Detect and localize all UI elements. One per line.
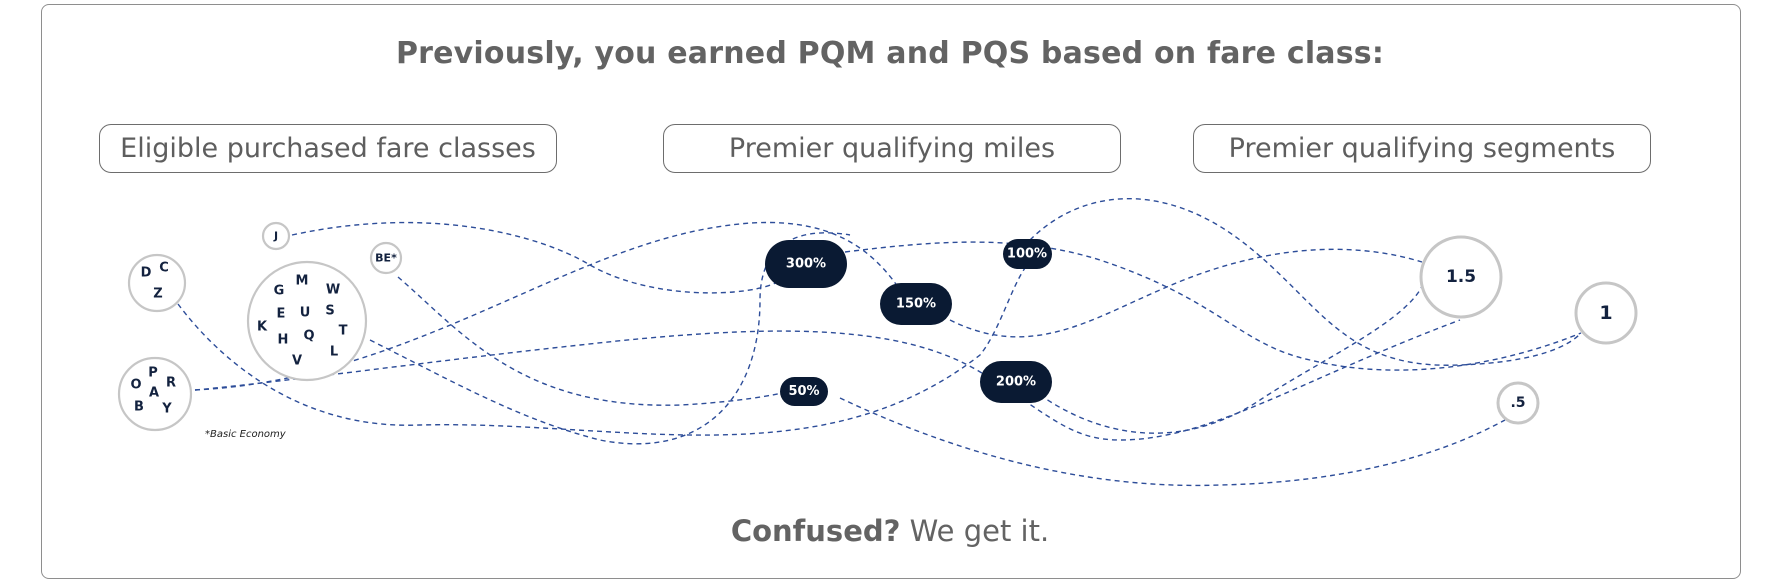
- fare-letter: B: [134, 400, 144, 415]
- fare-group-be: BE*: [369, 241, 403, 275]
- fare-letter: V: [292, 354, 302, 369]
- fare-letter: L: [330, 345, 338, 360]
- link-50-05: [839, 397, 1506, 487]
- basic-economy-note: *Basic Economy: [205, 429, 286, 440]
- pqm-label: 50%: [788, 384, 819, 399]
- pqs-label: .5: [1510, 395, 1525, 411]
- fare-letter: G: [274, 284, 285, 299]
- headline: Previously, you earned PQM and PQS based…: [395, 36, 1385, 71]
- pqm-label: 300%: [786, 257, 826, 272]
- link-150-15: [949, 248, 1423, 338]
- pqm-multipliers: 300% 150% 100% 200% 50%: [765, 239, 1052, 406]
- fare-letter: BE*: [375, 252, 397, 265]
- header-fare-classes: Eligible purchased fare classes: [99, 124, 557, 173]
- footer-message: Confused? We get it.: [0, 514, 1780, 548]
- header-pqs: Premier qualifying segments: [1193, 124, 1651, 173]
- fare-letter: U: [300, 306, 311, 321]
- fare-letter: T: [339, 324, 348, 339]
- link-300-1: [844, 241, 1582, 371]
- connectors: [177, 198, 1582, 487]
- pqs-circle-1-5: 1.5: [1419, 235, 1503, 319]
- fare-class-circles: D C Z J BE* G M W E U S K T H Q L V: [117, 221, 403, 432]
- pqm-label: 200%: [996, 375, 1036, 390]
- fare-letter: E: [277, 307, 286, 322]
- fare-letter: J: [273, 230, 278, 243]
- fare-letter: H: [278, 333, 289, 348]
- fare-letter: Q: [303, 329, 314, 344]
- pqm-pill-100: 100%: [1003, 239, 1052, 269]
- fare-letter: O: [130, 378, 141, 393]
- fare-letter: W: [326, 283, 340, 298]
- fare-group-j: J: [261, 221, 291, 251]
- pqs-label: 1: [1599, 302, 1612, 324]
- fare-group-mixed: G M W E U S K T H Q L V: [246, 260, 368, 382]
- pqm-pill-150: 150%: [880, 283, 952, 325]
- link-100-1: [1029, 198, 1582, 366]
- fare-letter: P: [148, 366, 158, 381]
- fare-letter: C: [159, 261, 169, 276]
- pqm-label: 150%: [896, 297, 936, 312]
- fare-letter: R: [166, 376, 176, 391]
- header-pqm: Premier qualifying miles: [663, 124, 1121, 173]
- pqs-circle-05: .5: [1496, 381, 1540, 425]
- fare-letter: M: [296, 274, 309, 289]
- fare-letter: Y: [161, 402, 172, 417]
- pqs-values: 1.5 1 .5: [1419, 235, 1638, 425]
- fare-letter: Z: [153, 287, 162, 302]
- fare-letter: A: [149, 386, 159, 401]
- link-opray-200: [194, 319, 1461, 441]
- fare-group-dcz: D C Z: [127, 253, 187, 313]
- pqm-pill-200: 200%: [980, 361, 1052, 403]
- fare-letter: S: [325, 304, 334, 319]
- pqm-pill-300: 300%: [765, 240, 847, 288]
- link-200-15: [1039, 281, 1425, 434]
- footer-bold: Confused?: [730, 514, 901, 548]
- footer-rest: We get it.: [900, 514, 1050, 548]
- pqs-label: 1.5: [1446, 267, 1476, 287]
- fare-letter: K: [257, 320, 268, 335]
- link-be-50: [397, 276, 783, 406]
- pqs-circle-1: 1: [1574, 281, 1638, 345]
- pqm-pill-50: 50%: [780, 377, 828, 406]
- fare-letter: D: [141, 266, 152, 281]
- pqm-label: 100%: [1007, 247, 1047, 262]
- link-j-300: [291, 221, 783, 294]
- fare-group-opray: O P R A B Y: [117, 356, 193, 432]
